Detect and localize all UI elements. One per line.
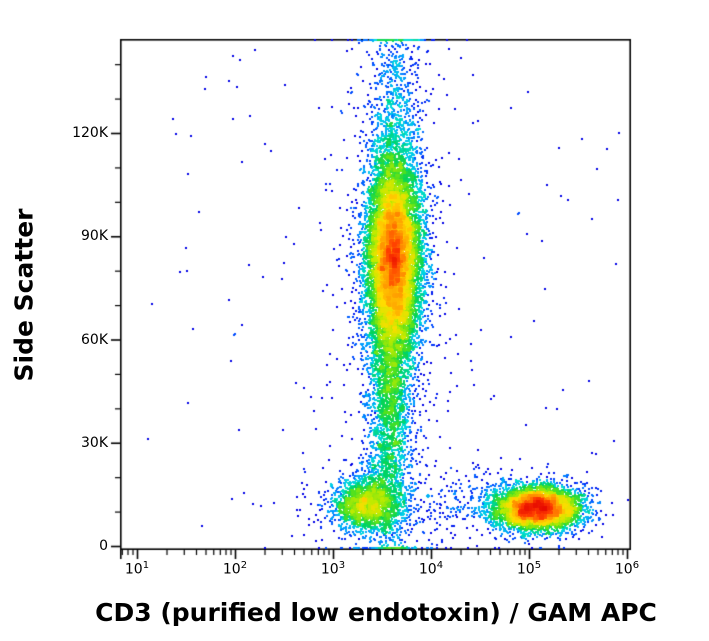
y-tick-label: 30K <box>81 434 108 451</box>
x-axis-title: CD3 (purified low endotoxin) / GAM APC <box>95 598 657 627</box>
x-tick-label: 104 <box>418 560 444 578</box>
x-tick-label: 101 <box>124 560 150 578</box>
x-tick-label: 105 <box>516 560 542 578</box>
y-tick-label: 120K <box>72 125 108 141</box>
y-tick-label: 0 <box>99 538 108 554</box>
x-tick-label: 103 <box>320 560 346 578</box>
x-tick-label: 106 <box>614 560 640 578</box>
y-tick-label: 60K <box>81 331 108 348</box>
y-axis-title: Side Scatter <box>9 208 39 382</box>
y-tick-label: 90K <box>81 228 108 245</box>
x-tick-label: 102 <box>222 560 248 578</box>
